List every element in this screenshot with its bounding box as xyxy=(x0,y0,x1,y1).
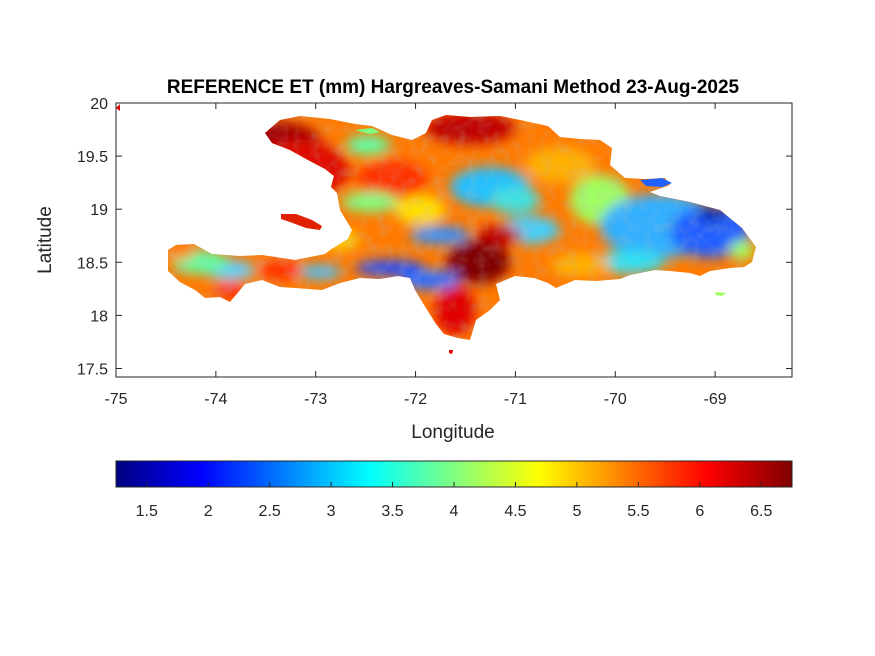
colorbar-tick-label: 4 xyxy=(450,503,459,520)
samana-cays xyxy=(640,178,672,187)
y-tick-label: 19.5 xyxy=(77,149,108,166)
chart-title: REFERENCE ET (mm) Hargreaves-Samani Meth… xyxy=(167,77,740,98)
y-tick-label: 18 xyxy=(90,308,108,325)
colorbar-tick-label: 2.5 xyxy=(259,503,281,520)
x-tick-label: -72 xyxy=(404,391,427,408)
y-axis-label: Latitude xyxy=(35,206,56,274)
y-tick-label: 17.5 xyxy=(77,362,108,379)
x-tick-label: -75 xyxy=(104,391,127,408)
x-axis: -75 -74 -73 -72 -71 -70 -69 xyxy=(104,103,727,408)
y-tick-label: 18.5 xyxy=(77,255,108,272)
x-axis-label: Longitude xyxy=(411,422,494,443)
colorbar-tick-label: 4.5 xyxy=(504,503,526,520)
colorbar-ticks: 1.5 2 2.5 3 3.5 4 4.5 5 5.5 6 6.5 xyxy=(136,482,772,520)
x-tick-label: -71 xyxy=(504,391,527,408)
colorbar-tick-label: 3 xyxy=(327,503,336,520)
colorbar-tick-label: 6 xyxy=(695,503,704,520)
y-axis: 20 19.5 19 18.5 18 17.5 xyxy=(77,96,792,379)
colorbar-tick-label: 3.5 xyxy=(381,503,403,520)
colorbar-tick-label: 5.5 xyxy=(627,503,649,520)
y-tick-label: 19 xyxy=(90,202,108,219)
colorbar-tick-label: 2 xyxy=(204,503,213,520)
colorbar-tick-label: 1.5 xyxy=(136,503,158,520)
corner-speck xyxy=(116,104,120,111)
tortuga-island xyxy=(355,128,380,134)
colorbar-tick-label: 6.5 xyxy=(750,503,772,520)
y-tick-label: 20 xyxy=(90,96,108,113)
x-tick-label: -74 xyxy=(204,391,227,408)
x-tick-label: -73 xyxy=(304,391,327,408)
x-tick-label: -70 xyxy=(604,391,627,408)
beata-island xyxy=(449,350,453,354)
saona-island xyxy=(715,292,726,296)
colorbar-tick-label: 5 xyxy=(572,503,581,520)
x-tick-label: -69 xyxy=(704,391,727,408)
ile-de-la-gonave xyxy=(281,214,322,230)
